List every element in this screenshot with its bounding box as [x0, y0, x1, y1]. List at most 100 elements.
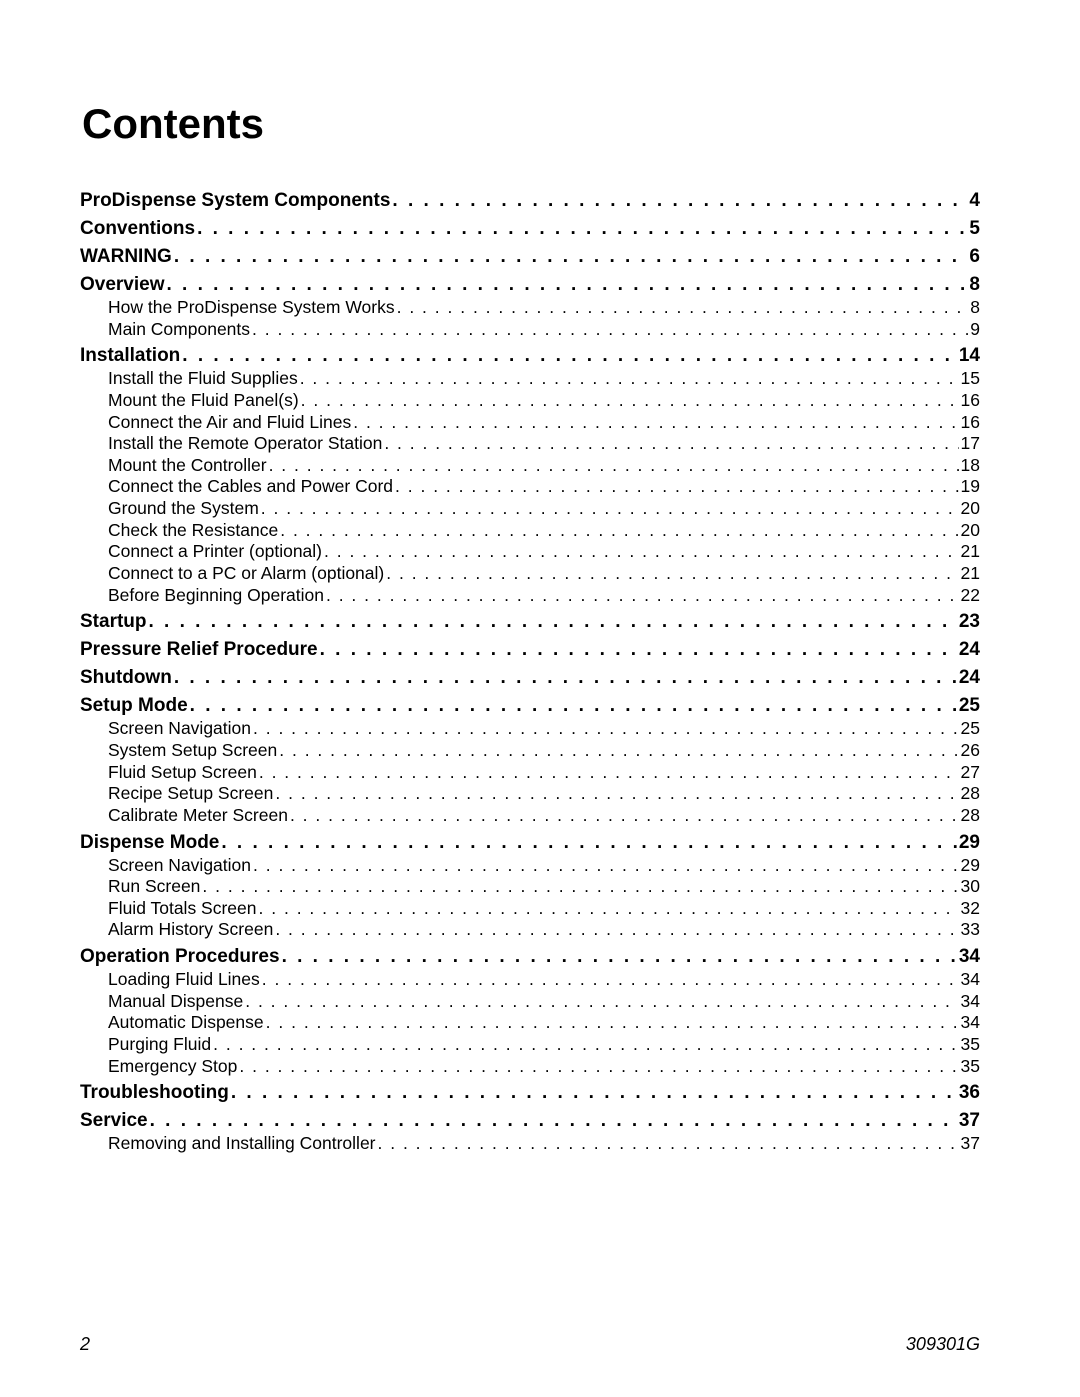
toc-leader-dots: . . . . . . . . . . . . . . . . . . . . …	[251, 855, 959, 876]
toc-leader-dots: . . . . . . . . . . . . . . . . . . . . …	[376, 1133, 959, 1154]
toc-entry-page: 4	[967, 190, 980, 212]
toc-subsection: Check the Resistance. . . . . . . . . . …	[108, 520, 980, 541]
toc-subsection: Mount the Controller. . . . . . . . . . …	[108, 455, 980, 476]
toc-section: Shutdown. . . . . . . . . . . . . . . . …	[80, 667, 980, 689]
toc-subsection: Removing and Installing Controller. . . …	[108, 1133, 980, 1154]
toc-section: Dispense Mode. . . . . . . . . . . . . .…	[80, 832, 980, 854]
toc-subsection: Run Screen. . . . . . . . . . . . . . . …	[108, 876, 980, 897]
toc-entry-label: Run Screen	[108, 876, 200, 897]
toc-section: Service. . . . . . . . . . . . . . . . .…	[80, 1110, 980, 1132]
toc-section: WARNING. . . . . . . . . . . . . . . . .…	[80, 246, 980, 268]
toc-leader-dots: . . . . . . . . . . . . . . . . . . . . …	[260, 969, 959, 990]
toc-entry-label: Connect the Cables and Power Cord	[108, 476, 393, 497]
toc-subsection: Purging Fluid. . . . . . . . . . . . . .…	[108, 1034, 980, 1055]
toc-entry-page: 24	[957, 639, 980, 661]
toc-leader-dots: . . . . . . . . . . . . . . . . . . . . …	[251, 718, 959, 739]
toc-leader-dots: . . . . . . . . . . . . . . . . . . . . …	[280, 946, 957, 968]
toc-leader-dots: . . . . . . . . . . . . . . . . . . . . …	[322, 541, 959, 562]
toc-entry-label: Automatic Dispense	[108, 1012, 264, 1033]
toc-entry-label: Before Beginning Operation	[108, 585, 324, 606]
toc-entry-label: Service	[80, 1110, 148, 1132]
toc-entry-label: Mount the Controller	[108, 455, 267, 476]
toc-subsection: Alarm History Screen. . . . . . . . . . …	[108, 919, 980, 940]
toc-entry-label: Purging Fluid	[108, 1034, 211, 1055]
toc-subsection: Connect the Cables and Power Cord. . . .…	[108, 476, 980, 497]
toc-leader-dots: . . . . . . . . . . . . . . . . . . . . …	[288, 805, 959, 826]
toc-leader-dots: . . . . . . . . . . . . . . . . . . . . …	[318, 639, 957, 661]
toc-subsection: Recipe Setup Screen. . . . . . . . . . .…	[108, 783, 980, 804]
toc-leader-dots: . . . . . . . . . . . . . . . . . . . . …	[273, 783, 958, 804]
toc-entry-label: Connect a Printer (optional)	[108, 541, 322, 562]
toc-subsection: Fluid Setup Screen. . . . . . . . . . . …	[108, 762, 980, 783]
toc-entry-page: 32	[959, 898, 980, 919]
toc-entry-label: Install the Remote Operator Station	[108, 433, 382, 454]
toc-entry-page: 29	[957, 832, 980, 854]
toc-subsection: Connect to a PC or Alarm (optional). . .…	[108, 563, 980, 584]
footer-page-number: 2	[80, 1334, 90, 1355]
toc-entry-label: Troubleshooting	[80, 1082, 229, 1104]
toc-subsection: Screen Navigation. . . . . . . . . . . .…	[108, 718, 980, 739]
toc-leader-dots: . . . . . . . . . . . . . . . . . . . . …	[195, 218, 967, 240]
toc-entry-page: 20	[959, 498, 980, 519]
toc-leader-dots: . . . . . . . . . . . . . . . . . . . . …	[257, 898, 959, 919]
toc-entry-label: Calibrate Meter Screen	[108, 805, 288, 826]
toc-entry-page: 5	[967, 218, 980, 240]
toc-leader-dots: . . . . . . . . . . . . . . . . . . . . …	[180, 345, 957, 367]
toc-entry-page: 34	[959, 991, 980, 1012]
toc-entry-label: Overview	[80, 274, 165, 296]
toc-leader-dots: . . . . . . . . . . . . . . . . . . . . …	[384, 563, 958, 584]
toc-leader-dots: . . . . . . . . . . . . . . . . . . . . …	[277, 740, 958, 761]
toc-section: Troubleshooting. . . . . . . . . . . . .…	[80, 1082, 980, 1104]
toc-subsection: Loading Fluid Lines. . . . . . . . . . .…	[108, 969, 980, 990]
toc-entry-label: Connect to a PC or Alarm (optional)	[108, 563, 384, 584]
toc-subsection: Before Beginning Operation. . . . . . . …	[108, 585, 980, 606]
toc-entry-page: 19	[959, 476, 980, 497]
toc-entry-label: Removing and Installing Controller	[108, 1133, 376, 1154]
toc-leader-dots: . . . . . . . . . . . . . . . . . . . . …	[148, 1110, 957, 1132]
toc-leader-dots: . . . . . . . . . . . . . . . . . . . . …	[200, 876, 958, 897]
toc-entry-label: Mount the Fluid Panel(s)	[108, 390, 299, 411]
toc-leader-dots: . . . . . . . . . . . . . . . . . . . . …	[229, 1082, 957, 1104]
toc-leader-dots: . . . . . . . . . . . . . . . . . . . . …	[250, 319, 968, 340]
toc-leader-dots: . . . . . . . . . . . . . . . . . . . . …	[257, 762, 959, 783]
toc-entry-page: 21	[959, 541, 980, 562]
toc-section: Conventions. . . . . . . . . . . . . . .…	[80, 218, 980, 240]
toc-leader-dots: . . . . . . . . . . . . . . . . . . . . …	[259, 498, 959, 519]
toc-entry-page: 35	[959, 1034, 980, 1055]
toc-section: Setup Mode. . . . . . . . . . . . . . . …	[80, 695, 980, 717]
toc-section: Overview. . . . . . . . . . . . . . . . …	[80, 274, 980, 296]
toc-entry-label: Setup Mode	[80, 695, 188, 717]
toc-leader-dots: . . . . . . . . . . . . . . . . . . . . …	[211, 1034, 958, 1055]
toc-leader-dots: . . . . . . . . . . . . . . . . . . . . …	[395, 297, 969, 318]
toc-entry-page: 22	[959, 585, 980, 606]
toc-leader-dots: . . . . . . . . . . . . . . . . . . . . …	[324, 585, 959, 606]
toc-entry-page: 17	[959, 433, 980, 454]
toc-subsection: Main Components. . . . . . . . . . . . .…	[108, 319, 980, 340]
toc-leader-dots: . . . . . . . . . . . . . . . . . . . . …	[237, 1056, 958, 1077]
toc-entry-page: 37	[959, 1133, 980, 1154]
toc-entry-page: 34	[957, 946, 980, 968]
toc-entry-label: Recipe Setup Screen	[108, 783, 273, 804]
toc-section: Startup. . . . . . . . . . . . . . . . .…	[80, 611, 980, 633]
toc-entry-page: 25	[957, 695, 980, 717]
toc-subsection: Ground the System. . . . . . . . . . . .…	[108, 498, 980, 519]
toc-leader-dots: . . . . . . . . . . . . . . . . . . . . …	[172, 246, 968, 268]
toc-entry-label: Pressure Relief Procedure	[80, 639, 318, 661]
toc-entry-label: Conventions	[80, 218, 195, 240]
toc-subsection: Install the Fluid Supplies. . . . . . . …	[108, 368, 980, 389]
toc-leader-dots: . . . . . . . . . . . . . . . . . . . . …	[188, 695, 957, 717]
toc-subsection: Install the Remote Operator Station. . .…	[108, 433, 980, 454]
toc-entry-label: Fluid Totals Screen	[108, 898, 257, 919]
footer-doc-id: 309301G	[906, 1334, 980, 1355]
toc-leader-dots: . . . . . . . . . . . . . . . . . . . . …	[351, 412, 958, 433]
toc-entry-page: 8	[967, 274, 980, 296]
toc-subsection: Fluid Totals Screen. . . . . . . . . . .…	[108, 898, 980, 919]
toc-subsection: System Setup Screen. . . . . . . . . . .…	[108, 740, 980, 761]
toc-entry-label: Loading Fluid Lines	[108, 969, 260, 990]
toc-entry-label: Alarm History Screen	[108, 919, 273, 940]
toc-entry-page: 20	[959, 520, 980, 541]
toc-entry-label: System Setup Screen	[108, 740, 277, 761]
toc-leader-dots: . . . . . . . . . . . . . . . . . . . . …	[278, 520, 958, 541]
toc-entry-page: 15	[959, 368, 980, 389]
toc-entry-label: How the ProDispense System Works	[108, 297, 395, 318]
